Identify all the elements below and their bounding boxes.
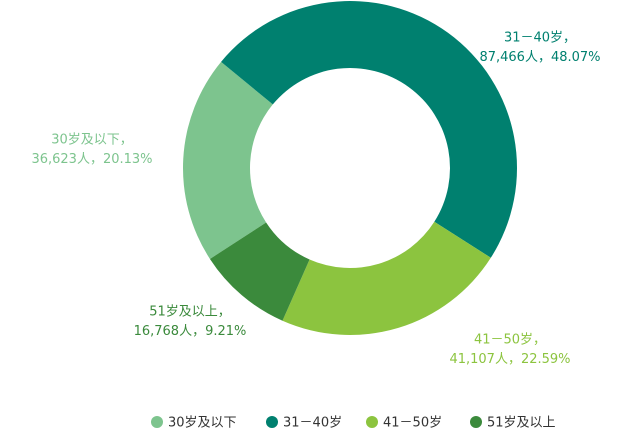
count-label: 36,623人， <box>31 152 103 167</box>
legend-label: 30岁及以下 <box>168 416 237 431</box>
label-title: 41－50岁， <box>474 333 546 348</box>
data-label: 36,623人，20.13% <box>31 152 152 167</box>
label-title: 31－40岁， <box>504 31 576 46</box>
legend-marker <box>470 416 482 428</box>
percent-label: 22.59% <box>521 352 571 367</box>
label-title: 30岁及以下， <box>51 133 133 148</box>
legend-marker <box>151 416 163 428</box>
slice <box>209 222 310 321</box>
slice <box>183 61 273 259</box>
legend-marker <box>266 416 278 428</box>
data-label: 41,107人，22.59% <box>449 352 570 367</box>
count-label: 16,768人， <box>134 324 206 339</box>
legend-label: 31－40岁 <box>283 416 342 431</box>
slice <box>221 1 517 258</box>
percent-label: 20.13% <box>103 152 153 167</box>
legend-marker <box>366 416 378 428</box>
label-title: 51岁及以上， <box>149 305 231 320</box>
inner-ring <box>253 71 447 265</box>
data-label: 87,466人，48.07% <box>479 50 600 65</box>
percent-label: 48.07% <box>551 50 601 65</box>
legend-label: 41－50岁 <box>383 416 442 431</box>
data-label: 16,768人，9.21% <box>134 324 247 339</box>
percent-label: 9.21% <box>205 324 246 339</box>
count-label: 41,107人， <box>449 352 521 367</box>
slice <box>282 221 491 336</box>
legend-label: 51岁及以上 <box>487 416 556 431</box>
count-label: 87,466人， <box>479 50 551 65</box>
